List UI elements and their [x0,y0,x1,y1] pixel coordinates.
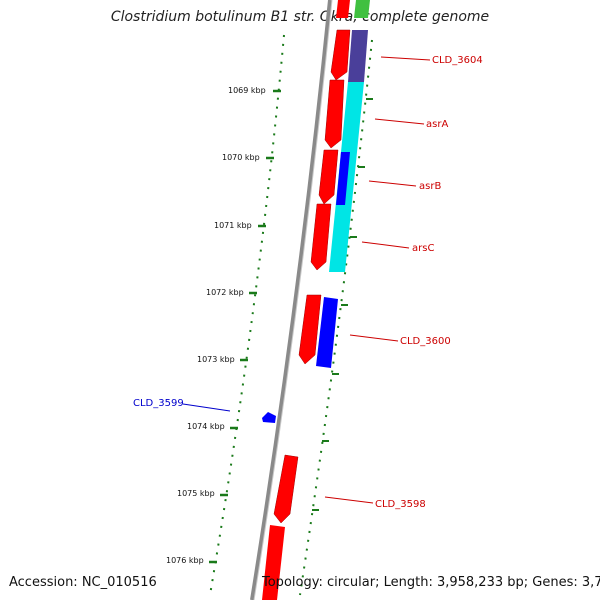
kbp-tick-labels: 1069 kbp 1070 kbp 1071 kbp 1072 kbp 1073… [166,86,266,565]
gene-label-leaders [182,56,431,504]
tick-label: 1072 kbp [206,288,244,297]
gene-label-arsc[interactable]: arsC [412,243,434,254]
reverse-gene-cld-3599[interactable] [262,412,276,423]
green-feature [354,0,370,18]
tick-label: 1070 kbp [222,153,260,162]
genome-backbone [250,0,332,600]
forward-gene-cld-3598[interactable] [273,454,299,524]
purple-feature [348,30,368,82]
tick-label: 1075 kbp [177,489,215,498]
gene-label-cld-3599[interactable]: CLD_3599 [133,398,184,409]
gene-label-asra[interactable]: asrA [426,119,448,130]
gene-labels: CLD_3604 asrA asrB arsC CLD_3600 CLD_359… [133,55,483,510]
genome-title: Clostridium botulinum B1 str. Okra, comp… [110,9,490,25]
reverse-gene-cld-3600[interactable] [316,297,338,368]
forward-gene-asrb[interactable] [318,149,339,205]
tick-label: 1076 kbp [166,556,204,565]
tick-label: 1071 kbp [214,221,252,230]
gene-label-cld-3598[interactable]: CLD_3598 [375,499,426,510]
forward-gene-cld-3604[interactable] [330,29,351,81]
genome-summary-text: Topology: circular; Length: 3,958,233 bp… [262,575,600,590]
forward-gene-cld-3600[interactable] [298,294,322,365]
inner-tick-track [299,39,373,596]
gene-label-cld-3604[interactable]: CLD_3604 [432,55,483,66]
gene-features [262,0,370,600]
tick-label: 1074 kbp [187,422,225,431]
kbp-ticks [209,89,281,564]
outer-tick-track [209,34,285,596]
gene-label-asrb[interactable]: asrB [419,181,441,192]
inner-minor-ticks [312,98,373,511]
tick-label: 1069 kbp [228,86,266,95]
gene-label-cld-3600[interactable]: CLD_3600 [400,336,451,347]
reverse-gene-asrb[interactable] [336,152,350,205]
accession-text: Accession: NC_010516 [9,575,157,590]
forward-gene [262,525,285,600]
tick-label: 1073 kbp [197,355,235,364]
forward-gene [336,0,350,18]
forward-gene-asra[interactable] [324,79,345,149]
forward-gene-arsc[interactable] [310,203,332,271]
